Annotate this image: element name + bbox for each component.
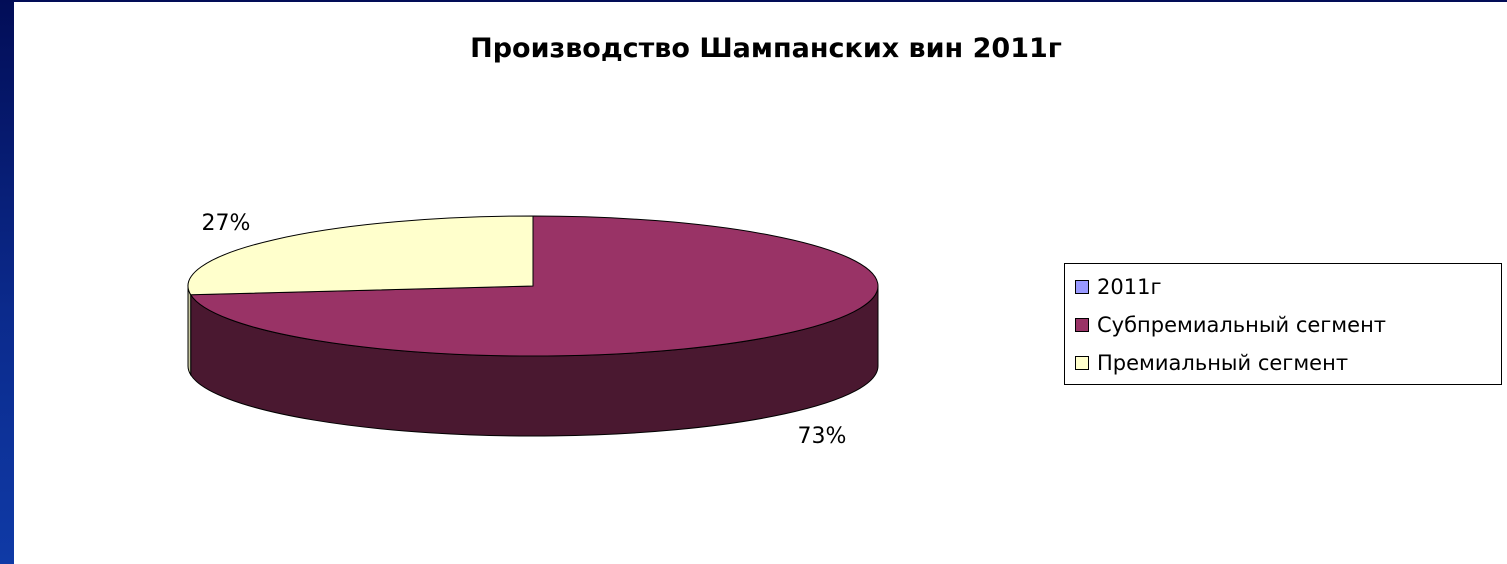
data-label-subpremium: 73%: [798, 424, 847, 449]
pie-chart: Производство Шампанских вин 2011г 73% 27…: [187, 33, 1062, 449]
pie-slice-0: [189, 215, 879, 357]
legend-item-premium: Премиальный сегмент: [1075, 348, 1348, 378]
data-label-premium: 27%: [202, 211, 251, 236]
legend-swatch-2011: [1075, 280, 1089, 294]
legend-swatch-premium: [1075, 356, 1089, 370]
legend-item-2011: 2011г: [1075, 272, 1161, 302]
legend-label-2011: 2011г: [1097, 275, 1162, 299]
legend-item-subpremium: Субпремиальный сегмент: [1075, 310, 1386, 340]
pie-group: [187, 215, 879, 437]
legend-label-subpremium: Субпремиальный сегмент: [1097, 313, 1387, 337]
pie-slice-1: [187, 215, 534, 296]
legend: 2011г Субпремиальный сегмент Премиальный…: [1064, 263, 1502, 385]
pie-side-1-0: [187, 285, 192, 377]
chart-title: Производство Шампанских вин 2011г: [470, 33, 1062, 64]
legend-swatch-subpremium: [1075, 318, 1089, 332]
chart-area: Производство Шампанских вин 2011г 73% 27…: [14, 2, 1507, 564]
legend-label-premium: Премиальный сегмент: [1097, 351, 1349, 375]
